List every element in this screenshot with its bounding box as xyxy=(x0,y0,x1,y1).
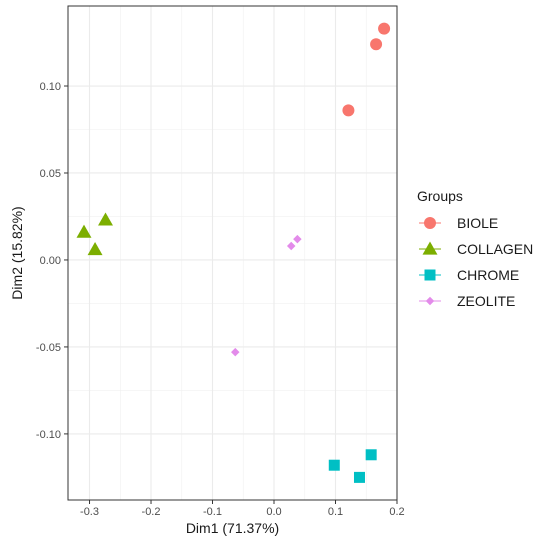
y-tick-label: -0.05 xyxy=(36,342,61,354)
x-tick-label: -0.1 xyxy=(203,506,222,518)
point-zeolite xyxy=(286,241,296,251)
legend-title: Groups xyxy=(417,188,463,204)
legend-label-biole: BIOLE xyxy=(457,215,498,231)
point-collagen xyxy=(76,224,92,238)
x-tick-label: 0.2 xyxy=(389,506,404,518)
point-chrome xyxy=(328,459,340,471)
legend-key-collagen xyxy=(419,241,441,255)
point-zeolite xyxy=(293,234,302,244)
x-tick-label: -0.2 xyxy=(142,506,161,518)
point-biole xyxy=(370,38,383,51)
x-tick-label: 0.0 xyxy=(266,506,281,518)
plot-panel-border xyxy=(67,5,398,501)
legend-key-biole xyxy=(419,217,441,229)
legend-label-collagen: COLLAGEN xyxy=(457,241,533,257)
legend-key-zeolite xyxy=(419,296,441,306)
point-zeolite xyxy=(231,347,240,357)
x-tick-label: 0.1 xyxy=(328,506,343,518)
y-axis-title: Dim2 (15.82%) xyxy=(9,206,25,299)
point-collagen xyxy=(98,212,113,226)
legend-marker-biole xyxy=(424,217,436,229)
y-tick-label: 0.00 xyxy=(40,255,61,267)
x-tick-label: -0.3 xyxy=(80,506,99,518)
legend-label-zeolite: ZEOLITE xyxy=(457,293,515,309)
point-collagen xyxy=(87,242,103,256)
x-axis-title: Dim1 (71.37%) xyxy=(186,520,279,536)
data-points xyxy=(76,22,391,483)
major-gridlines xyxy=(68,6,398,500)
minor-gridlines xyxy=(68,6,397,500)
point-biole xyxy=(378,22,391,35)
axis-ticks: -0.3 -0.2 -0.1 0.0 0.1 0.2 -0.10 -0.05 0.00 0.05 0… xyxy=(36,81,405,518)
point-biole xyxy=(342,104,355,117)
legend-label-chrome: CHROME xyxy=(457,267,519,283)
legend-marker-chrome xyxy=(424,269,436,281)
y-tick-label: 0.10 xyxy=(40,81,61,93)
point-chrome xyxy=(365,449,377,461)
y-tick-label: -0.10 xyxy=(36,429,61,441)
legend-marker-collagen xyxy=(422,241,438,255)
legend-marker-zeolite xyxy=(425,296,435,306)
legend: Groups BIOLE COLLAGEN CHROME ZEOLITE xyxy=(417,188,533,309)
legend-key-chrome xyxy=(419,269,441,281)
point-chrome xyxy=(353,471,365,483)
y-tick-label: 0.05 xyxy=(40,168,61,180)
